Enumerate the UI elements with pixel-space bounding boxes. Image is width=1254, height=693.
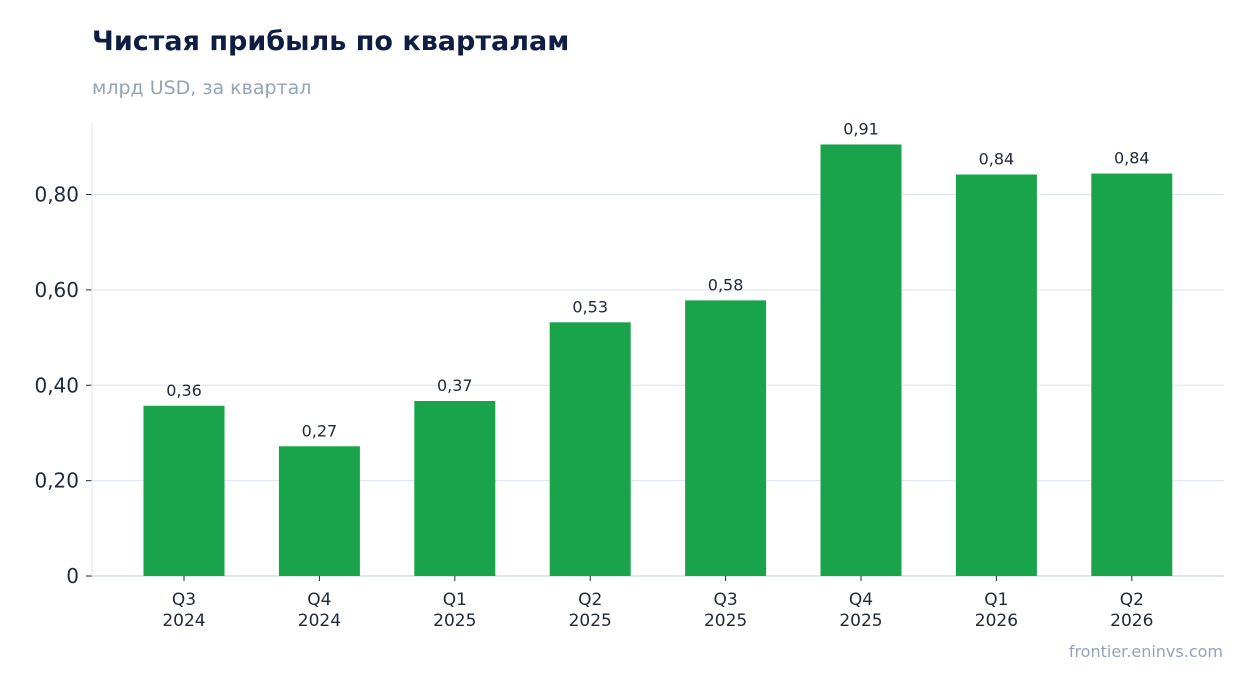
x-tick-label-quarter: Q2 xyxy=(578,590,602,610)
bar xyxy=(955,174,1037,576)
x-tick-label-year: 2026 xyxy=(975,611,1018,631)
x-tick-label-year: 2024 xyxy=(298,611,341,631)
x-tick-label-year: 2025 xyxy=(839,611,882,631)
x-tick-label-quarter: Q1 xyxy=(443,590,467,610)
x-tick-label-quarter: Q3 xyxy=(713,590,737,610)
x-tick-label-quarter: Q2 xyxy=(1120,590,1144,610)
data-label: 0,58 xyxy=(708,275,744,294)
x-tick-label-year: 2026 xyxy=(1110,611,1153,631)
bar xyxy=(1091,173,1173,576)
chart-title: Чистая прибыль по кварталам xyxy=(92,26,570,57)
data-label: 0,84 xyxy=(1114,149,1150,168)
x-tick-label-year: 2025 xyxy=(433,611,476,631)
y-tick-label: 0,80 xyxy=(34,183,79,207)
data-label: 0,27 xyxy=(302,421,338,440)
chart-subtitle: млрд USD, за квартал xyxy=(92,77,312,99)
y-tick-label: 0,40 xyxy=(34,373,79,397)
bar xyxy=(685,300,767,576)
bar xyxy=(278,446,360,576)
bar xyxy=(549,322,631,576)
x-tick-label-quarter: Q1 xyxy=(984,590,1008,610)
data-label: 0,37 xyxy=(437,376,473,395)
data-label: 0,84 xyxy=(979,149,1015,168)
data-label: 0,91 xyxy=(843,119,879,138)
x-tick-label-year: 2025 xyxy=(569,611,612,631)
x-tick-label-quarter: Q4 xyxy=(849,590,873,610)
x-tick-label-quarter: Q3 xyxy=(172,590,196,610)
bar xyxy=(143,405,225,576)
y-tick-label: 0,20 xyxy=(34,469,79,493)
x-tick-label-year: 2025 xyxy=(704,611,747,631)
x-tick-label-year: 2024 xyxy=(162,611,205,631)
data-label: 0,36 xyxy=(166,381,202,400)
source-label: frontier.eninvs.com xyxy=(1068,642,1223,661)
data-label: 0,53 xyxy=(572,297,608,316)
y-tick-label: 0,60 xyxy=(34,278,79,302)
bar xyxy=(414,400,496,576)
x-tick-label-quarter: Q4 xyxy=(307,590,331,610)
bar xyxy=(820,144,902,577)
y-tick-label: 0 xyxy=(66,564,79,588)
